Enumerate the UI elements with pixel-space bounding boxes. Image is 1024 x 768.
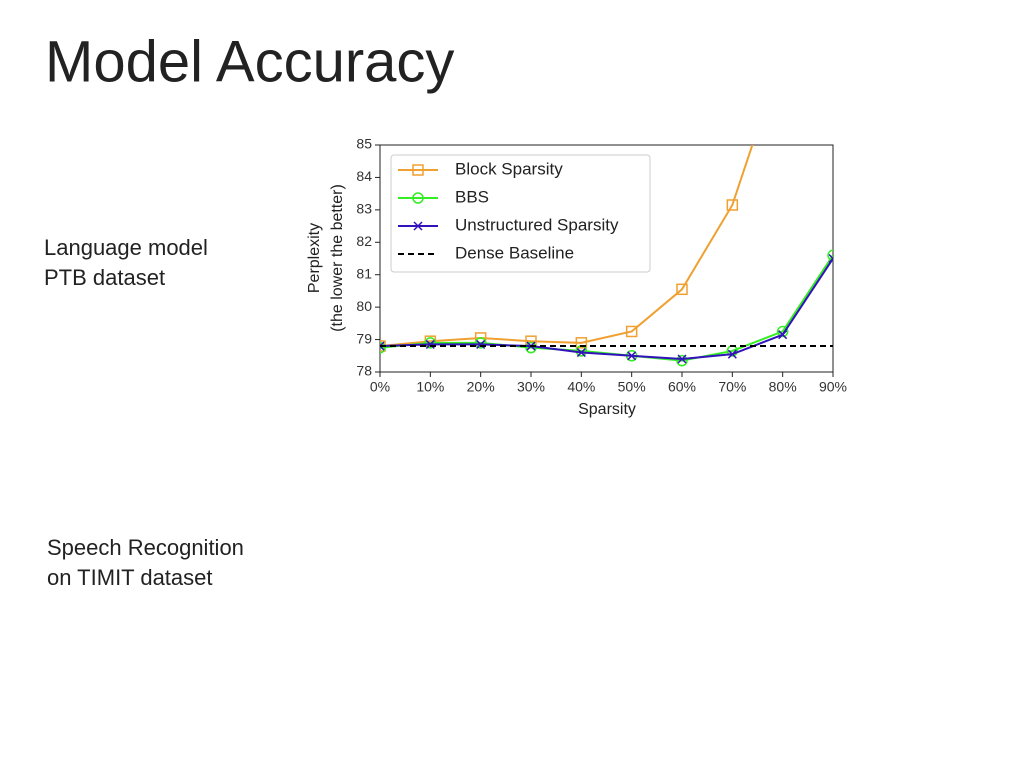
marker [676, 354, 688, 367]
y-axis-label: Perplexity [306, 223, 323, 293]
x-tick-label: 10% [416, 379, 444, 395]
legend-label: Block Sparsity [455, 159, 563, 178]
label: Language model [44, 235, 208, 260]
marker [575, 337, 588, 349]
y-tick-label: 78 [356, 363, 372, 379]
marker [380, 341, 386, 354]
series-line [380, 145, 754, 348]
x-tick-label: 70% [718, 379, 746, 395]
y-tick-label: 83 [356, 201, 372, 217]
legend-label: BBS [455, 187, 489, 206]
series-line [380, 257, 833, 361]
legend-box [390, 154, 651, 273]
marker [827, 249, 833, 262]
y-tick-label: 80 [356, 298, 372, 314]
y-tick-label: 82 [356, 233, 372, 249]
marker [627, 351, 637, 361]
y-tick-label: 85 [356, 136, 372, 152]
marker [727, 349, 737, 359]
x-tick-label: 0% [370, 379, 390, 395]
y-axis-label: (the lower the better) [329, 184, 346, 332]
x-tick-label: 80% [769, 379, 797, 395]
label: on TIMIT dataset [47, 565, 213, 590]
slide-title: Model Accuracy [45, 29, 454, 94]
marker [726, 199, 739, 211]
x-axis-label: Sparsity [578, 401, 636, 418]
label: Speech Recognition [47, 535, 244, 560]
marker [424, 337, 437, 349]
y-tick-label: 81 [356, 265, 372, 281]
legend-label: Dense Baseline [455, 243, 574, 262]
x-tick-label: 40% [567, 379, 595, 395]
marker [413, 221, 423, 231]
marker [778, 49, 788, 59]
plot-area [380, 49, 833, 367]
legend: Block Sparsity BBS Unstructured Sparsity De… [390, 154, 651, 273]
marker [476, 339, 486, 349]
legend-label: Unstructured Sparsity [455, 215, 619, 234]
marker [676, 283, 688, 296]
marker [828, 253, 833, 264]
marker [776, 325, 789, 338]
label: PTB dataset [44, 265, 165, 290]
marker [412, 164, 424, 176]
x-tick-label: 30% [517, 379, 545, 395]
x-tick-label: 60% [668, 379, 696, 395]
y-tick-label: 84 [356, 168, 372, 184]
marker [380, 341, 385, 351]
x-tick-label: 50% [618, 379, 646, 395]
x-tick-label: 90% [819, 379, 847, 395]
y-tick-label: 79 [356, 330, 372, 346]
marker [474, 337, 487, 349]
x-tick-label: 20% [467, 379, 495, 395]
marker [625, 325, 638, 338]
marker [576, 348, 586, 358]
marker [677, 354, 687, 364]
marker [412, 192, 424, 204]
marker [425, 339, 435, 349]
marker [778, 330, 788, 340]
